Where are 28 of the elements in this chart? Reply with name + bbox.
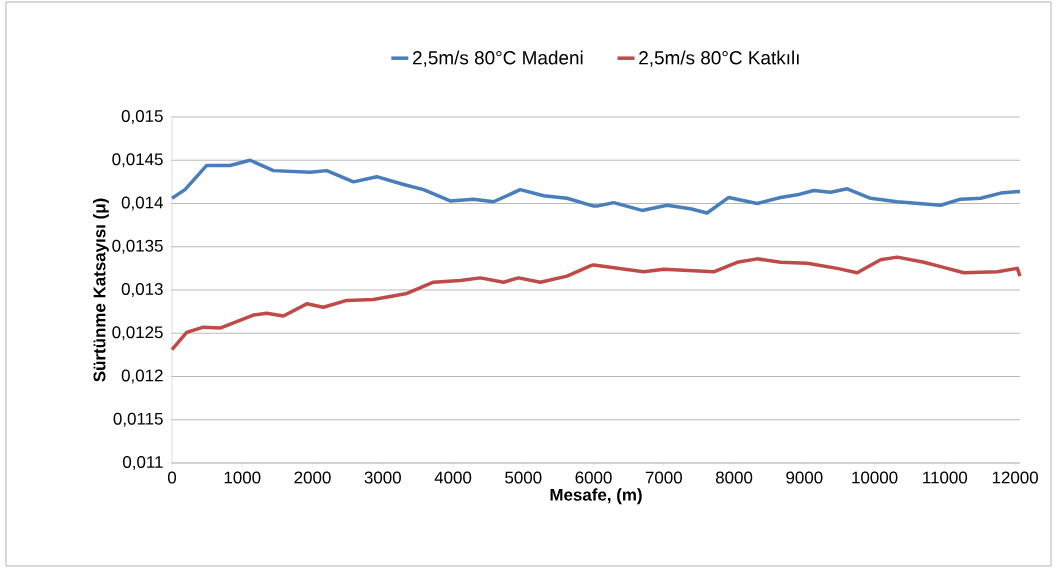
y-axis-title: Sürtünme Katsayısı (μ) [93,198,109,382]
x-tick-label: 2000 [294,471,331,484]
y-tick-label: 0,011 [123,456,163,470]
x-tick-label: 3000 [364,471,401,484]
y-tick-label: 0,0125 [112,326,163,341]
x-tick-label: 10000 [852,471,898,484]
y-tick-label: 0,0145 [112,153,163,168]
y-tick-label: 0,0135 [112,239,163,254]
x-tick-label: 4000 [434,471,472,484]
x-tick-label: 7000 [645,471,682,484]
x-tick-label: 8000 [715,471,753,484]
y-tick-label: 0,012 [121,369,163,384]
x-tick-label: 0 [167,471,177,484]
line-series [170,255,1022,352]
x-tick-label: 12000 [992,471,1038,484]
x-tick-label: 9000 [786,471,823,484]
line-series [170,158,1022,215]
y-tick-label: 0,015 [121,110,163,124]
x-tick-label: 1000 [224,471,261,484]
x-tick-label: 5000 [505,471,542,484]
y-tick-label: 0,014 [121,196,163,211]
y-tick-label: 0,013 [121,283,163,297]
x-axis-title: Mesafe, (m) [550,488,642,505]
legend-label: 2,5m/s 80°C Madeni [413,50,583,67]
legend-label: 2,5m/s 80°C Katkılı [639,50,799,67]
x-tick-label: 11000 [923,471,968,484]
y-tick-label: 0,0115 [113,412,163,427]
x-tick-label: 6000 [575,471,612,484]
